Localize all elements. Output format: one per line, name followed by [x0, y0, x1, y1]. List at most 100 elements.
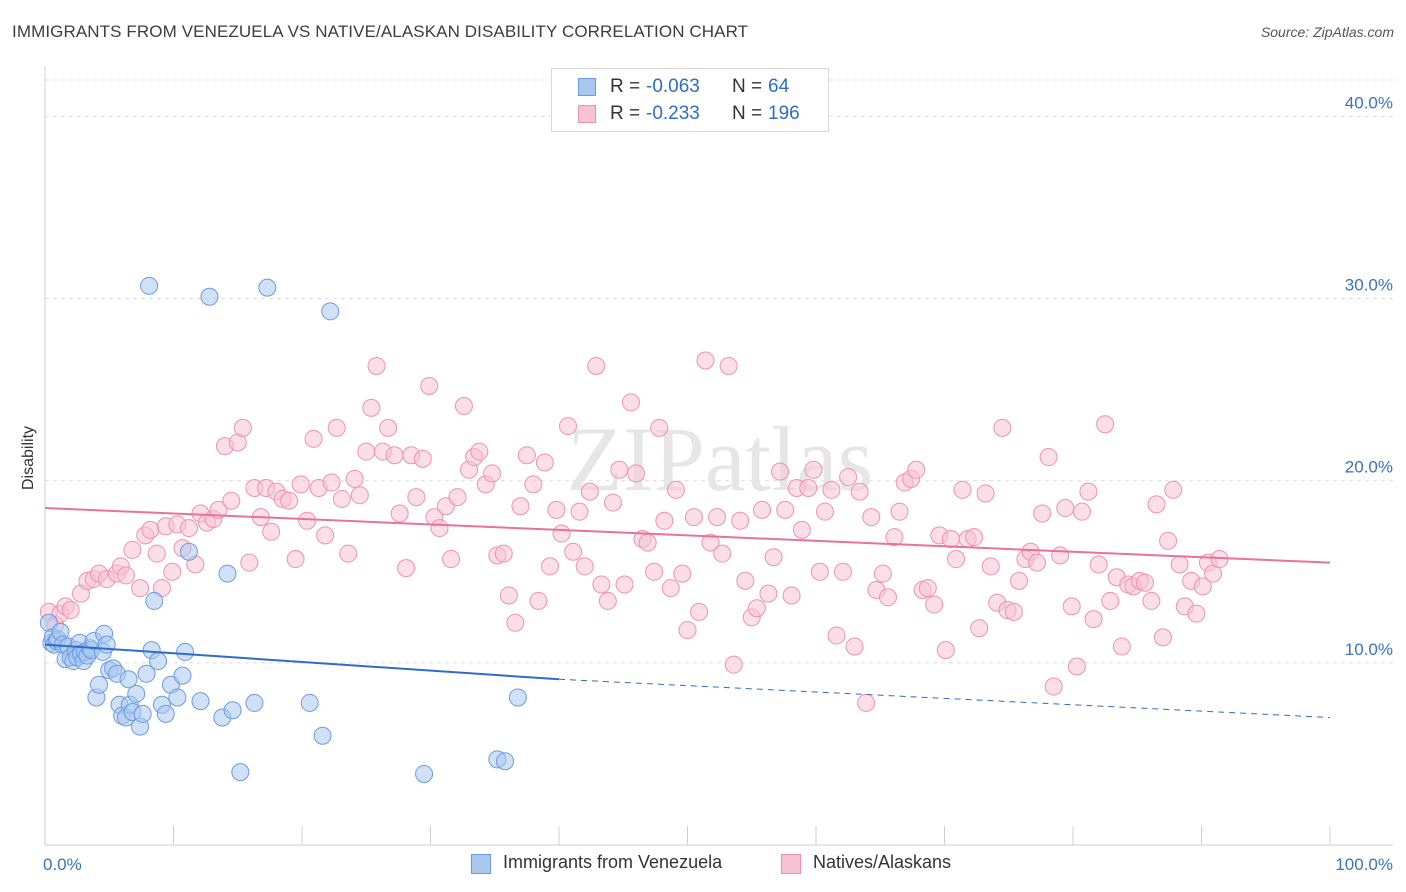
- point-venezuela: [140, 276, 159, 295]
- point-native: [524, 475, 543, 494]
- point-venezuela: [496, 752, 515, 771]
- point-native: [1089, 555, 1108, 574]
- point-native: [666, 480, 685, 499]
- point-native: [357, 442, 376, 461]
- point-native: [499, 586, 518, 605]
- point-native: [529, 591, 548, 610]
- point-native: [483, 464, 502, 483]
- point-native: [747, 599, 766, 618]
- point-venezuela: [508, 688, 527, 707]
- point-native: [470, 442, 489, 461]
- point-native: [925, 595, 944, 614]
- point-native: [792, 520, 811, 539]
- point-native: [764, 548, 783, 567]
- series-immigrants-venezuela: [39, 276, 527, 783]
- point-native: [494, 544, 513, 563]
- point-native: [638, 533, 657, 552]
- point-native: [291, 475, 310, 494]
- point-native: [731, 511, 750, 530]
- point-venezuela: [300, 693, 319, 712]
- point-venezuela: [231, 763, 250, 782]
- point-native: [890, 502, 909, 521]
- point-venezuela: [176, 642, 195, 661]
- point-native: [970, 619, 989, 638]
- point-native: [575, 557, 594, 576]
- point-native: [907, 460, 926, 479]
- point-native: [621, 393, 640, 412]
- point-venezuela: [321, 302, 340, 321]
- point-native: [661, 579, 680, 598]
- point-native: [708, 508, 727, 527]
- point-native: [517, 446, 536, 465]
- point-native: [678, 621, 697, 640]
- point-native: [885, 528, 904, 547]
- point-venezuela: [137, 664, 156, 683]
- point-native: [753, 500, 772, 519]
- point-venezuela: [133, 704, 152, 723]
- point-venezuela: [173, 666, 192, 685]
- point-native: [1112, 637, 1131, 656]
- watermark: ZIPatlas: [567, 408, 874, 510]
- point-native: [304, 429, 323, 448]
- point-native: [610, 460, 629, 479]
- point-native: [655, 511, 674, 530]
- point-native: [564, 542, 583, 561]
- legend-r-label: R =: [610, 76, 641, 97]
- point-native: [799, 479, 818, 497]
- point-native: [1159, 531, 1178, 550]
- point-native: [650, 418, 669, 437]
- legend-row-pink: R = -0.233 N = 196: [552, 101, 828, 127]
- legend-r-value: -0.063: [646, 76, 700, 97]
- legend: R = -0.063 N = 64 R = -0.233 N = 196: [551, 68, 829, 132]
- y-tick-label: 40.0%: [1345, 93, 1393, 112]
- trendline-venezuela-extension: [558, 678, 1331, 718]
- point-native: [506, 613, 525, 632]
- point-native: [1084, 610, 1103, 629]
- point-native: [736, 571, 755, 590]
- point-venezuela: [223, 701, 242, 720]
- x-tick-label-min: 0.0%: [43, 855, 82, 874]
- point-native: [804, 460, 823, 479]
- y-tick-label: 20.0%: [1345, 458, 1393, 477]
- point-native: [1010, 571, 1029, 590]
- trendlines: [44, 507, 1331, 718]
- point-native: [782, 586, 801, 605]
- point-native: [719, 356, 738, 375]
- point-native: [771, 462, 790, 481]
- point-native: [413, 449, 432, 468]
- point-native: [390, 504, 409, 523]
- point-native: [147, 544, 166, 563]
- point-native: [976, 484, 995, 503]
- point-venezuela: [127, 684, 146, 703]
- point-native: [448, 488, 467, 507]
- point-venezuela: [179, 542, 198, 561]
- legend-swatch-pink: [578, 105, 596, 123]
- point-native: [298, 511, 317, 530]
- point-native: [873, 564, 892, 583]
- point-native: [580, 482, 599, 501]
- point-native: [947, 550, 966, 569]
- point-native: [61, 601, 80, 620]
- point-native: [131, 579, 150, 598]
- point-venezuela: [191, 692, 210, 711]
- point-native: [1044, 677, 1063, 696]
- point-native: [541, 557, 560, 576]
- point-native: [696, 351, 715, 370]
- point-native: [397, 559, 416, 578]
- point-native: [362, 398, 381, 417]
- point-native: [222, 491, 241, 510]
- x-tick-label-max: 100.0%: [1335, 855, 1393, 874]
- y-tick-label: 30.0%: [1345, 276, 1393, 295]
- point-native: [547, 500, 566, 519]
- point-native: [116, 566, 135, 585]
- source-label: Source: ZipAtlas.com: [1260, 24, 1394, 40]
- bottom-legend-label: Natives/Alaskans: [813, 852, 952, 872]
- point-native: [1051, 546, 1070, 565]
- point-native: [684, 508, 703, 527]
- point-native: [535, 453, 554, 472]
- point-native: [776, 500, 795, 519]
- point-native: [407, 488, 426, 507]
- point-native: [1028, 553, 1047, 572]
- point-native: [570, 502, 589, 521]
